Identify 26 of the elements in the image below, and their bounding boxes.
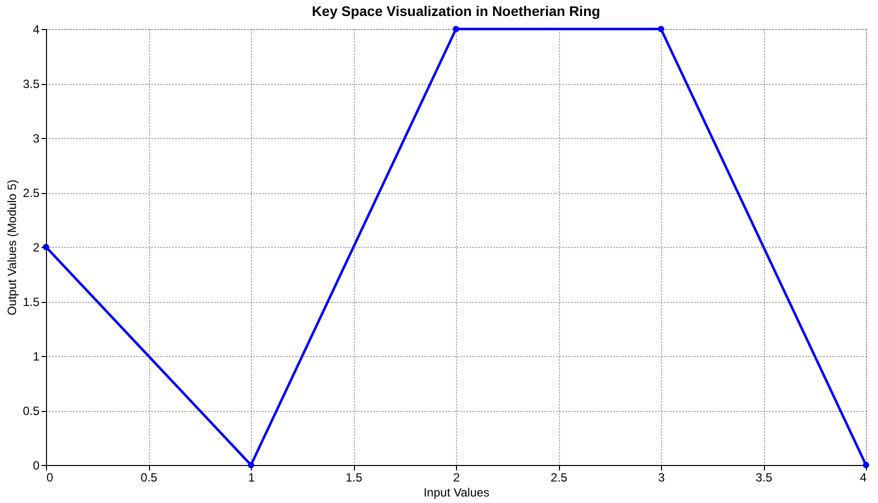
- point: [42, 244, 50, 250]
- y-tick-label: 4: [32, 22, 40, 36]
- x-tick-label: 1.5: [346, 470, 363, 484]
- x-axis-title: Input Values: [424, 486, 490, 500]
- point: [862, 462, 870, 468]
- y-tick-label: 3: [32, 132, 40, 146]
- x-tick-label: 0: [46, 470, 54, 484]
- y-tick-label: 2.5: [22, 186, 40, 200]
- y-axis-title: Output Values (Modulo 5): [4, 180, 19, 316]
- point: [658, 26, 664, 32]
- x-tick-label: 4: [860, 470, 867, 484]
- y-tick-label: 1.5: [22, 295, 40, 309]
- y-tick-label: 3.5: [22, 77, 40, 91]
- x-tick-label: 3.5: [756, 470, 773, 484]
- point: [248, 462, 254, 468]
- x-tick-label: 2: [453, 470, 460, 484]
- y-tick-label: 2: [32, 240, 40, 254]
- x-tick-label: 3: [658, 470, 666, 484]
- y-tick-label: 0: [32, 458, 40, 472]
- x-tick-label: 2.5: [550, 470, 568, 484]
- point: [452, 26, 460, 32]
- chart-title: Key Space Visualization in Noetherian Ring: [312, 3, 600, 19]
- y-tick-label: 1: [32, 350, 40, 364]
- y-tick-label: 0.5: [22, 404, 40, 418]
- x-tick-label: 1: [248, 470, 256, 484]
- x-tick-label: 0.5: [140, 470, 158, 484]
